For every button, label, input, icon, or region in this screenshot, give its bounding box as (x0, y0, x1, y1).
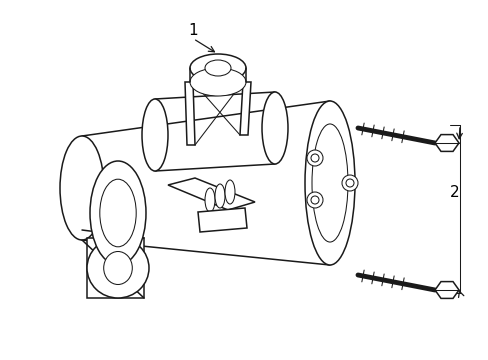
Ellipse shape (262, 92, 287, 164)
Text: 1: 1 (188, 23, 198, 38)
Ellipse shape (310, 154, 318, 162)
Polygon shape (87, 238, 143, 298)
Polygon shape (198, 208, 246, 232)
Ellipse shape (310, 196, 318, 204)
Ellipse shape (100, 179, 136, 247)
Text: 2: 2 (449, 185, 459, 200)
Polygon shape (240, 82, 250, 135)
Polygon shape (434, 282, 458, 298)
Ellipse shape (103, 252, 132, 284)
Ellipse shape (341, 175, 357, 191)
Ellipse shape (204, 188, 215, 212)
Ellipse shape (90, 161, 146, 265)
Ellipse shape (60, 136, 104, 240)
Ellipse shape (204, 60, 230, 76)
Ellipse shape (305, 101, 354, 265)
Ellipse shape (306, 192, 323, 208)
Ellipse shape (142, 99, 168, 171)
Ellipse shape (190, 68, 245, 96)
Ellipse shape (215, 184, 224, 208)
Ellipse shape (87, 238, 149, 298)
Ellipse shape (224, 180, 235, 204)
Polygon shape (434, 135, 458, 152)
Ellipse shape (311, 124, 347, 242)
Ellipse shape (306, 150, 323, 166)
Ellipse shape (346, 179, 353, 187)
Ellipse shape (190, 54, 245, 82)
Polygon shape (168, 178, 254, 210)
Polygon shape (184, 82, 195, 145)
